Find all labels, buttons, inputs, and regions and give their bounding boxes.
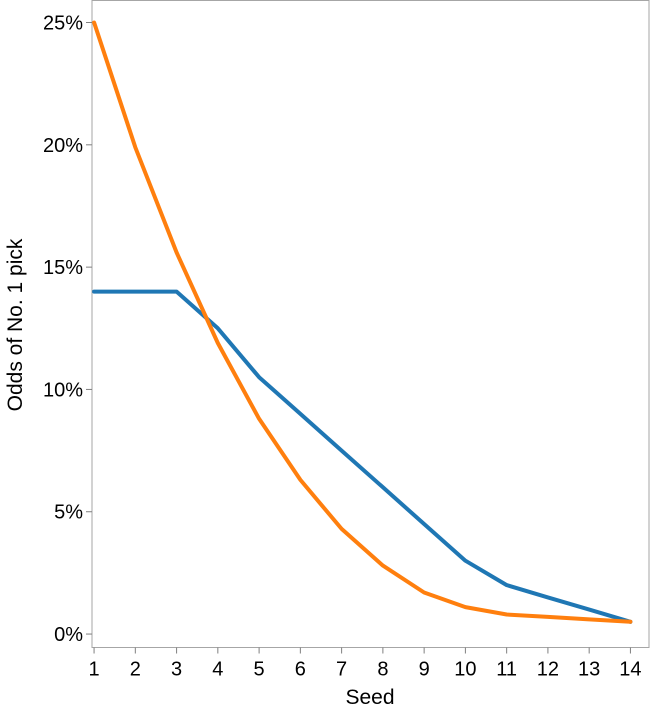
x-axis: 1 2 3 4 5 6 7 8 9 10 11 12 13 14 <box>89 647 642 681</box>
y-axis-title: Odds of No. 1 pick <box>4 238 27 411</box>
y-tick-label: 10% <box>43 379 83 401</box>
series-line-2 <box>92 20 633 624</box>
x-tick-label: 10 <box>454 659 476 681</box>
x-tick-label: 5 <box>254 659 265 681</box>
y-tick-label: 5% <box>54 502 83 524</box>
x-tick-label: 3 <box>171 659 182 681</box>
x-tick-label: 1 <box>89 659 100 681</box>
x-axis-title: Seed <box>345 686 394 709</box>
y-tick-label: 0% <box>54 624 83 646</box>
x-tick-label: 12 <box>537 659 559 681</box>
series-line-1 <box>92 289 633 624</box>
x-tick-label: 9 <box>419 659 430 681</box>
series-group <box>92 20 633 624</box>
x-tick-label: 14 <box>619 659 641 681</box>
x-tick-label: 6 <box>295 659 306 681</box>
x-tick-label: 2 <box>130 659 141 681</box>
plot-frame <box>91 0 650 648</box>
x-tick-label: 8 <box>377 659 388 681</box>
x-tick-label: 4 <box>212 659 223 681</box>
y-axis: 0% 5% 10% 15% 20% 25% <box>43 13 92 646</box>
y-tick-label: 20% <box>43 135 83 157</box>
x-tick-label: 13 <box>578 659 600 681</box>
y-tick-label: 25% <box>43 13 83 35</box>
x-tick-label: 7 <box>336 659 347 681</box>
y-tick-label: 15% <box>43 257 83 279</box>
x-tick-label: 11 <box>496 659 517 681</box>
